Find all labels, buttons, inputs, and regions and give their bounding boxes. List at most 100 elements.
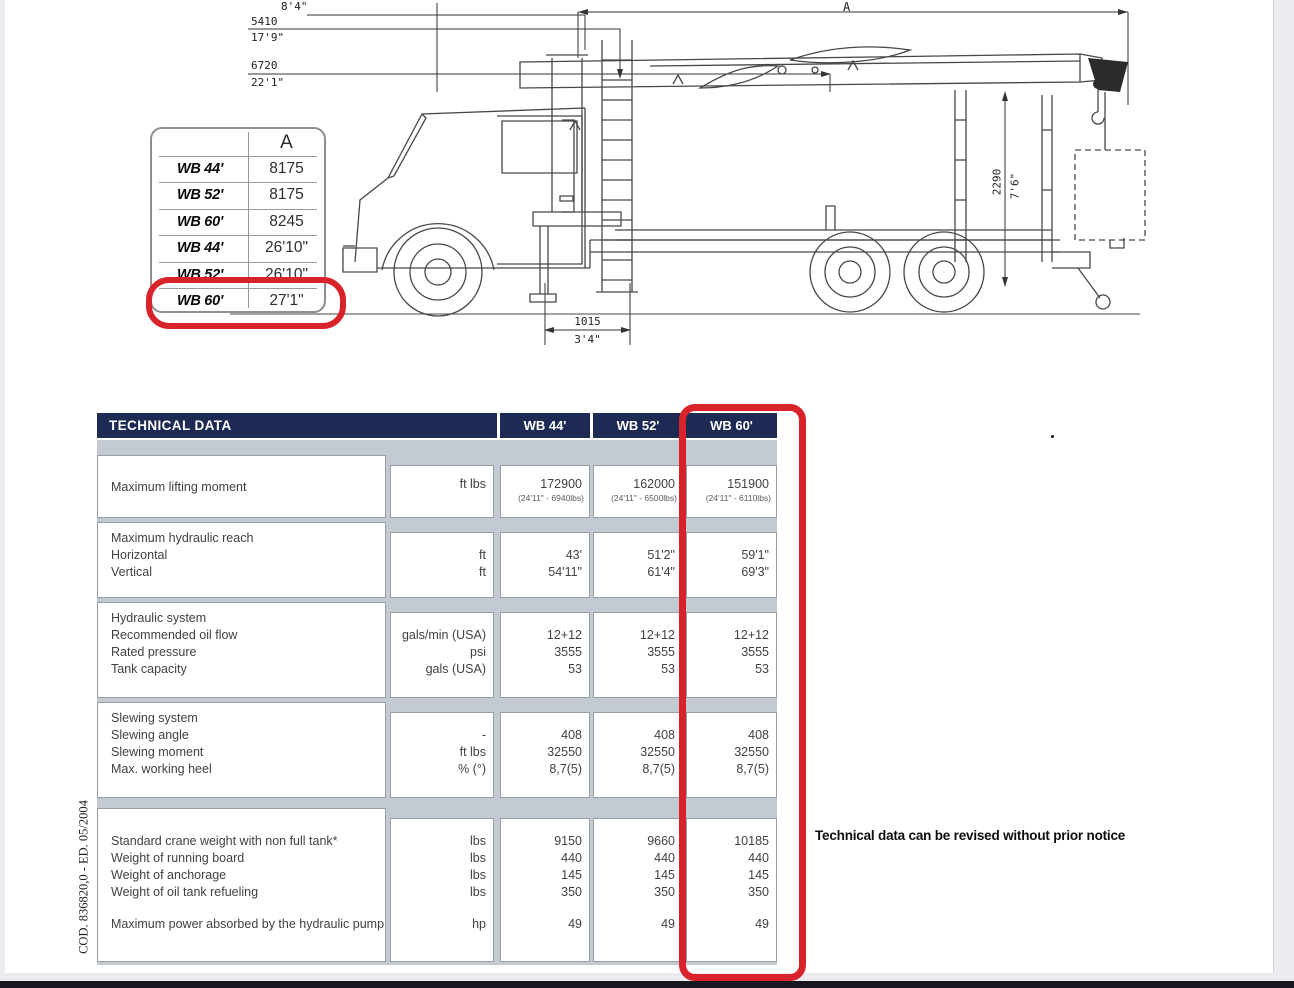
row-unit: psi bbox=[470, 645, 486, 659]
row-unit: ft bbox=[479, 548, 486, 562]
section-weights: Standard crane weight with non full tank… bbox=[97, 808, 777, 962]
cell-value: 32550 bbox=[547, 745, 582, 759]
dim-base-ft: 3'4" bbox=[574, 333, 601, 346]
section-hydraulic-reach: Maximum hydraulic reach Horizontal Verti… bbox=[97, 522, 777, 598]
cell-value: 162000 bbox=[633, 477, 675, 491]
cell-value: 440 bbox=[654, 851, 675, 865]
row-label: Rated pressure bbox=[111, 645, 197, 659]
cell-value: 54'11" bbox=[548, 565, 582, 579]
row-label: Tank capacity bbox=[111, 662, 187, 676]
cell-value: 53 bbox=[568, 662, 582, 676]
dim-base-mm: 1015 bbox=[574, 315, 601, 328]
row-label: Weight of running board bbox=[111, 851, 245, 865]
cell-value: 3555 bbox=[554, 645, 582, 659]
cell-value: 172900 bbox=[540, 477, 582, 491]
cell-value: 49 bbox=[755, 917, 769, 931]
wb-table-divider bbox=[248, 132, 249, 308]
row-label: Maximum lifting moment bbox=[111, 480, 247, 494]
section-header: Maximum hydraulic reach bbox=[111, 531, 254, 545]
cell-value: 8,7(5) bbox=[642, 762, 675, 776]
cell-value: 8,7(5) bbox=[736, 762, 769, 776]
cell-value: 408 bbox=[654, 728, 675, 742]
row-unit: lbs bbox=[470, 834, 486, 848]
cell-value: 53 bbox=[755, 662, 769, 676]
cell-value: 440 bbox=[748, 851, 769, 865]
wb-value: 8175 bbox=[269, 186, 304, 203]
row-unit: gals (USA) bbox=[425, 662, 486, 676]
cell-value: 145 bbox=[654, 868, 675, 882]
truck-crane-drawing bbox=[230, 3, 1146, 345]
row-label: Weight of oil tank refueling bbox=[111, 885, 259, 899]
dim-low-ft: 22'1" bbox=[251, 76, 285, 89]
cell-value: 9660 bbox=[647, 834, 675, 848]
col-header-wb60: WB 60' bbox=[686, 413, 777, 438]
cell-value: 408 bbox=[748, 728, 769, 742]
wb-model: WB 44' bbox=[177, 240, 223, 256]
section-slewing-system: Slewing system Slewing angle Slewing mom… bbox=[97, 702, 777, 798]
dim-boom-length-label: A bbox=[843, 0, 851, 14]
row-label: Slewing angle bbox=[111, 728, 189, 742]
cell-value: 3555 bbox=[647, 645, 675, 659]
wb-model: WB 52' bbox=[177, 187, 223, 203]
cell-value: 32550 bbox=[640, 745, 675, 759]
row-unit: hp bbox=[472, 917, 486, 931]
wb-value: 8175 bbox=[269, 160, 304, 177]
row-label: Max. working heel bbox=[111, 762, 212, 776]
dim-mid-ft: 17'9" bbox=[251, 31, 285, 44]
cell-subvalue: (24'11" - 6500lbs) bbox=[611, 493, 677, 503]
row-unit: ft lbs bbox=[459, 477, 486, 491]
cell-subvalue: (24'11" - 6110lbs) bbox=[705, 493, 771, 503]
cell-value: 408 bbox=[561, 728, 582, 742]
cell-value: 49 bbox=[568, 917, 582, 931]
highlight-wb60-column bbox=[679, 404, 806, 981]
row-unit: - bbox=[481, 728, 486, 742]
cell-value: 12+12 bbox=[546, 628, 582, 642]
row-label: Weight of anchorage bbox=[111, 868, 227, 882]
dim-height-ft: 7'6" bbox=[1008, 172, 1022, 200]
row-label: Horizontal bbox=[111, 548, 168, 562]
cell-value: 53 bbox=[661, 662, 675, 676]
row-unit: gals/min (USA) bbox=[401, 628, 486, 642]
dim-low-mm: 6720 bbox=[251, 59, 278, 72]
dim-top-ft: 8'4" bbox=[281, 0, 308, 13]
cell-value: 350 bbox=[561, 885, 582, 899]
row-label: Slewing moment bbox=[111, 745, 204, 759]
row-unit: ft bbox=[479, 565, 486, 579]
dim-height-mm: 2290 bbox=[990, 168, 1004, 196]
section-header: Slewing system bbox=[111, 711, 198, 725]
table-title: TECHNICAL DATA bbox=[97, 413, 497, 438]
cell-value: 69'3" bbox=[741, 565, 769, 579]
cell-value: 151900 bbox=[727, 477, 769, 491]
cell-value: 51'2" bbox=[647, 548, 675, 562]
cell-value: 350 bbox=[654, 885, 675, 899]
section-lifting-moment: Maximum lifting moment ft lbs 172900 (24… bbox=[97, 455, 777, 518]
row-label: Maximum power absorbed by the hydraulic … bbox=[111, 917, 385, 931]
bottom-bar bbox=[0, 981, 1294, 988]
wb-value: 8245 bbox=[269, 213, 304, 230]
row-unit: ft lbs bbox=[459, 745, 486, 759]
section-header: Hydraulic system bbox=[111, 611, 207, 625]
cell-value: 43' bbox=[565, 548, 582, 562]
col-header-wb52: WB 52' bbox=[593, 413, 683, 438]
cell-value: 12+12 bbox=[639, 628, 675, 642]
cell-value: 145 bbox=[561, 868, 582, 882]
row-unit: lbs bbox=[470, 885, 486, 899]
wb-model: WB 44' bbox=[177, 161, 223, 177]
row-unit: % (°) bbox=[458, 762, 486, 776]
row-label: Vertical bbox=[111, 565, 152, 579]
row-unit: lbs bbox=[470, 851, 486, 865]
revision-note: Technical data can be revised without pr… bbox=[815, 828, 1126, 843]
row-label: Standard crane weight with non full tank… bbox=[111, 834, 338, 848]
cell-value: 8,7(5) bbox=[549, 762, 582, 776]
col-header-wb44: WB 44' bbox=[500, 413, 590, 438]
row-unit: lbs bbox=[470, 868, 486, 882]
row-label: Recommended oil flow bbox=[111, 628, 238, 642]
dim-mid-mm: 5410 bbox=[251, 15, 278, 28]
cell-value: 350 bbox=[748, 885, 769, 899]
document-code: COD. 836820,0 - ED. 05/2004 bbox=[76, 800, 91, 954]
highlight-wb60-row bbox=[146, 277, 346, 329]
wb-model: WB 60' bbox=[177, 214, 223, 230]
cell-value: 61'4" bbox=[647, 565, 675, 579]
wb-value: 27'1" bbox=[269, 292, 304, 309]
